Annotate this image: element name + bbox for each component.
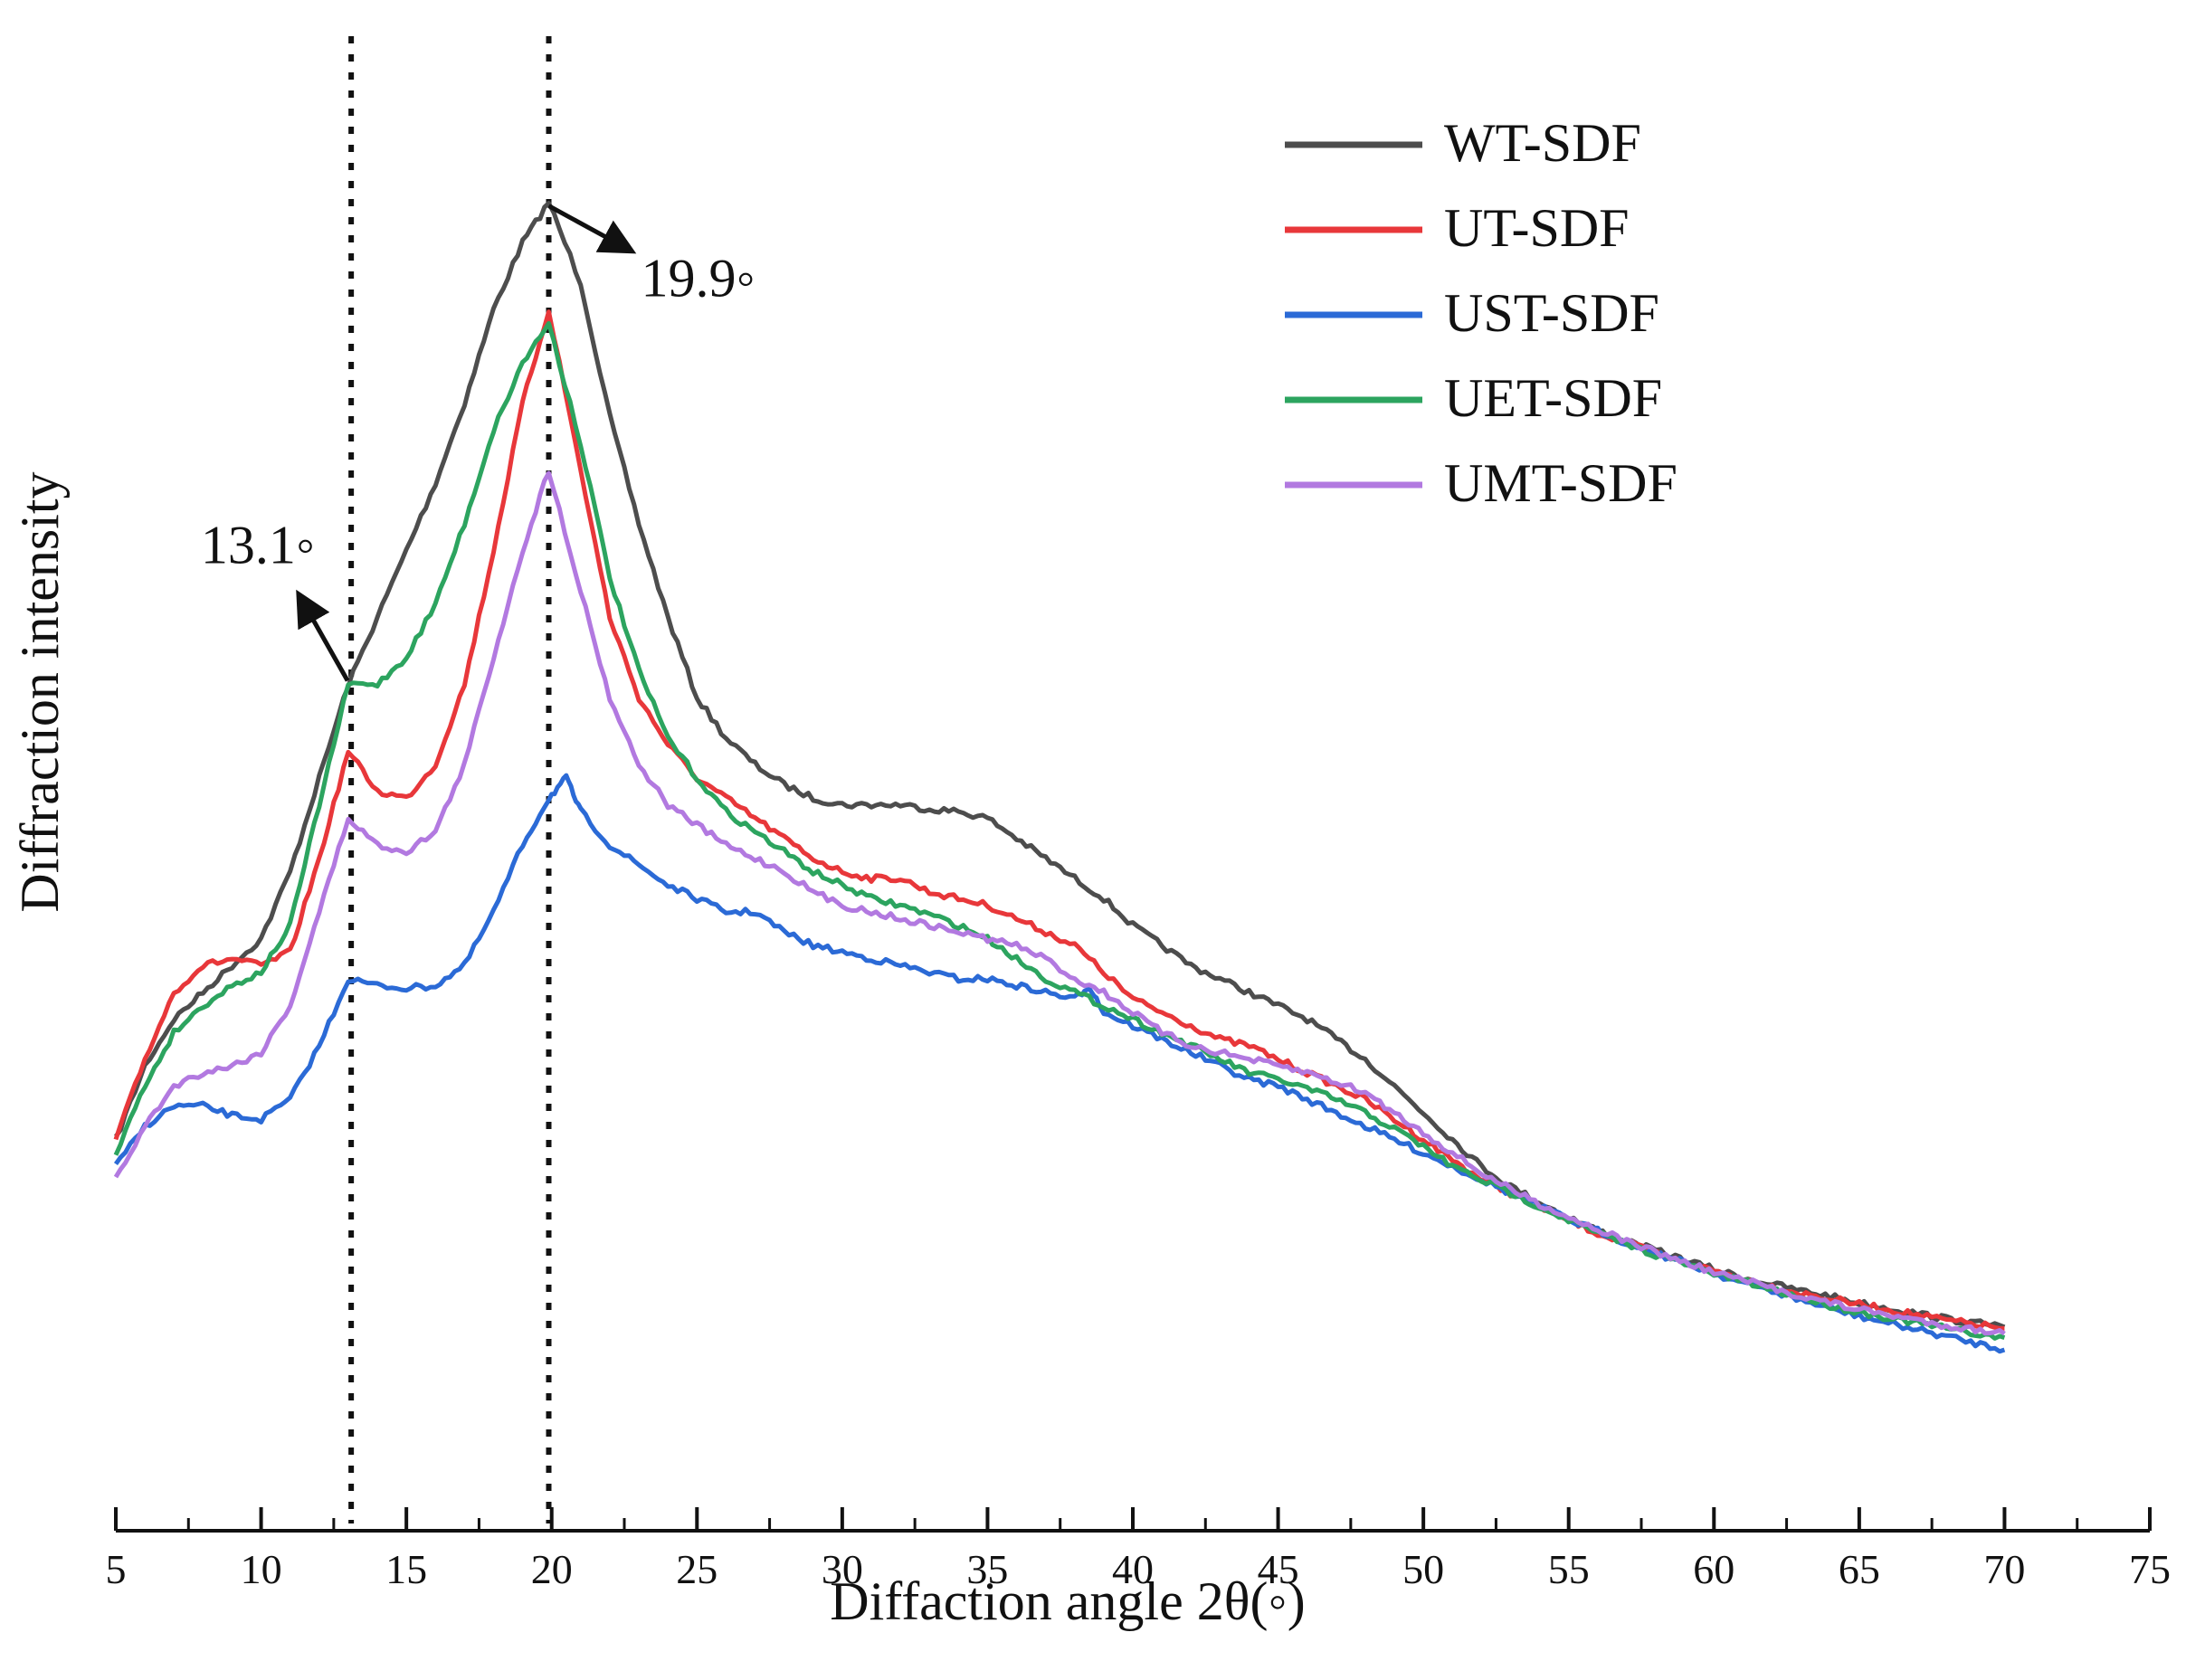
series-lines xyxy=(113,201,2006,1354)
legend-label-uet-sdf: UET-SDF xyxy=(1444,368,1662,428)
x-tick-label: 45 xyxy=(1258,1546,1299,1592)
y-axis-title: Diffraction intensity xyxy=(10,471,70,912)
legend-label-wt-sdf: WT-SDF xyxy=(1444,113,1641,173)
x-axis-title: Diffaction angle 2θ(◦) xyxy=(830,1571,1305,1631)
x-tick-label: 75 xyxy=(2129,1546,2171,1592)
legend-label-ust-sdf: UST-SDF xyxy=(1444,283,1659,343)
peak-annotations: 19.9◦ 13.1◦ xyxy=(201,204,756,682)
x-tick-label: 65 xyxy=(1839,1546,1880,1592)
series-line-ut-sdf xyxy=(113,309,2005,1331)
x-tick-label: 55 xyxy=(1548,1546,1590,1592)
x-tick-label: 10 xyxy=(241,1546,282,1592)
x-tick-label: 25 xyxy=(676,1546,718,1592)
x-tick-label: 60 xyxy=(1693,1546,1735,1592)
series-line-ust-sdf xyxy=(113,773,2006,1354)
x-tick-label: 5 xyxy=(106,1546,127,1592)
series-line-uet-sdf xyxy=(113,321,2006,1341)
annotation-19-9: 19.9◦ xyxy=(642,249,756,308)
reference-lines xyxy=(348,36,552,1523)
x-tick-label: 15 xyxy=(385,1546,427,1592)
legend-label-umt-sdf: UMT-SDF xyxy=(1444,453,1678,513)
x-tick-label: 20 xyxy=(531,1546,573,1592)
x-tick-label: 30 xyxy=(822,1546,863,1592)
x-tick-label: 40 xyxy=(1112,1546,1154,1592)
series-line-wt-sdf xyxy=(114,201,2006,1330)
series-line-umt-sdf xyxy=(113,470,2006,1336)
x-tick-label: 50 xyxy=(1402,1546,1444,1592)
x-tick-label: 35 xyxy=(966,1546,1008,1592)
arrow-19-9 xyxy=(547,204,637,254)
arrow-13-1 xyxy=(296,589,350,682)
legend: WT-SDF UT-SDF UST-SDF UET-SDF UMT-SDF xyxy=(1285,113,1678,513)
legend-label-ut-sdf: UT-SDF xyxy=(1444,198,1630,258)
x-axis: 5 10 15 20 25 30 35 40 45 50 55 60 65 70 75 xyxy=(106,1507,2171,1592)
annotation-13-1: 13.1◦ xyxy=(201,515,315,574)
x-tick-label: 70 xyxy=(1983,1546,2025,1592)
